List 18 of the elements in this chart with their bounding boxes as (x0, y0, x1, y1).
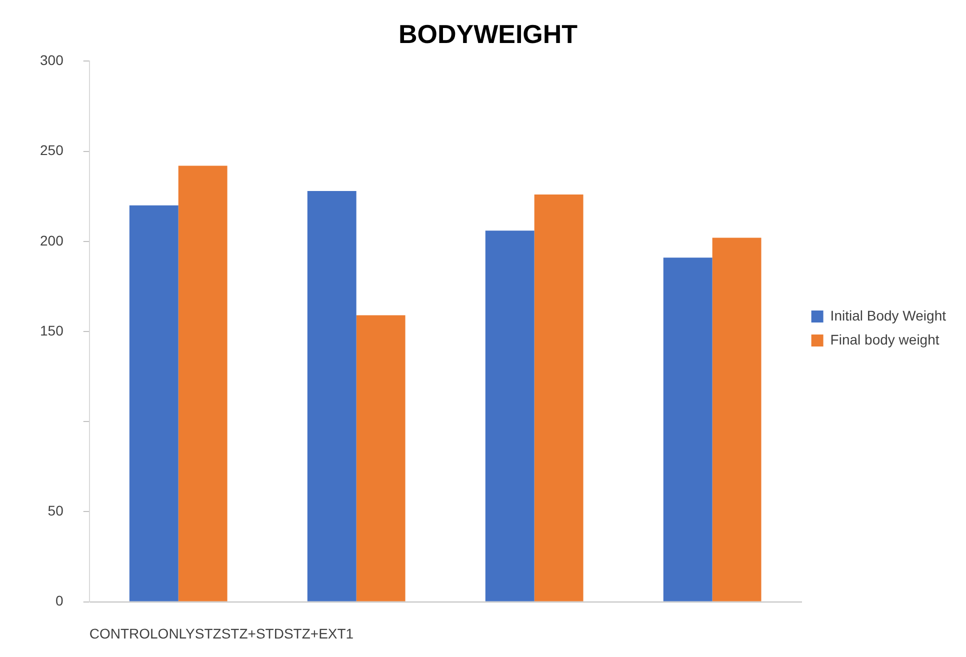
bar (129, 205, 178, 602)
bar (356, 315, 406, 602)
bar (712, 238, 762, 602)
y-tick-label: 50 (48, 502, 64, 519)
legend-label: Final body weight (830, 331, 940, 348)
bar (307, 190, 356, 602)
y-tick-label: 250 (40, 142, 64, 158)
y-tick-label: 300 (40, 52, 64, 68)
chart-title: BODYWEIGHT (398, 18, 578, 49)
bar (178, 166, 228, 602)
bar (485, 230, 534, 602)
bar (534, 194, 584, 602)
y-tick-label: 0 (56, 592, 64, 609)
y-tick-label: 200 (40, 232, 64, 248)
bar (663, 258, 712, 602)
x-axis-title: CONTROLONLYSTZSTZ+STDSTZ+EXT1 (89, 625, 354, 642)
legend-label: Initial Body Weight (830, 307, 946, 324)
y-tick-label: 150 (40, 322, 64, 338)
